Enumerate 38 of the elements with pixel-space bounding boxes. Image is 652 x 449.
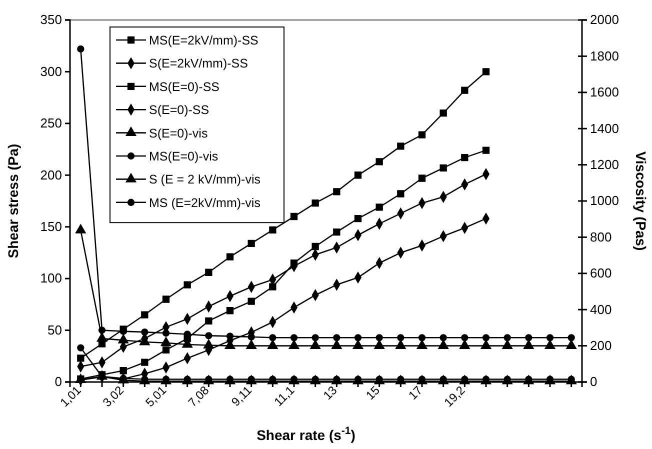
x-tick-label: 7,08	[185, 382, 212, 410]
legend-label: MS (E=2kV/mm)-vis	[149, 196, 260, 210]
y2-tick-label: 1600	[590, 84, 619, 100]
y-tick-label: 100	[40, 270, 62, 286]
y2-tick-label: 1800	[590, 48, 619, 64]
y2-tick-label: 400	[590, 302, 612, 317]
y2-tick-label: 1200	[590, 156, 619, 172]
legend-label: S(E=2kV/mm)-SS	[149, 56, 248, 71]
legend-label: S(E=0)-vis	[149, 126, 208, 140]
legend-label: MS(E=2kV/mm)-SS	[149, 34, 258, 48]
y2-tick-label: 2000	[590, 12, 619, 28]
y-tick-label: 150	[40, 219, 62, 234]
x-axis-title: Shear rate (s$^{-1}$)	[256, 425, 356, 443]
y-axis-title: Shear stress (Pa)	[5, 144, 21, 258]
x-tick-label: 13	[320, 382, 340, 403]
y2-tick-label: 0	[590, 374, 598, 390]
y-tick-label: 300	[40, 64, 62, 79]
y-tick-label: 50	[48, 322, 62, 338]
x-tick-label: 9,11	[228, 382, 255, 409]
y-tick-label: 250	[40, 116, 62, 131]
y2-tick-label: 1000	[590, 193, 619, 208]
y2-tick-label: 800	[590, 229, 612, 244]
legend-label: S (E = 2 kV/mm)-vis	[149, 172, 260, 187]
x-tick-label: 17	[406, 382, 426, 403]
y2-tick-label: 1400	[590, 120, 619, 136]
x-tick-label: 15	[363, 382, 383, 403]
legend-label: MS(E=0)-SS	[149, 80, 220, 94]
y-tick-label: 350	[40, 12, 62, 28]
y2-axis-title: Viscosity (Pas)	[633, 151, 649, 251]
y2-tick-label: 200	[590, 338, 612, 353]
x-tick-label: 11,1	[271, 382, 298, 409]
legend-label: S(E=0)-SS	[149, 103, 210, 118]
y-tick-label: 200	[40, 167, 62, 182]
y2-tick-label: 600	[590, 266, 612, 281]
y-tick-label: 0	[54, 374, 62, 390]
legend-label: MS(E=0)-vis	[149, 150, 218, 164]
x-tick-label: 3,02	[100, 382, 127, 410]
x-tick-label: 5,01	[142, 382, 170, 410]
